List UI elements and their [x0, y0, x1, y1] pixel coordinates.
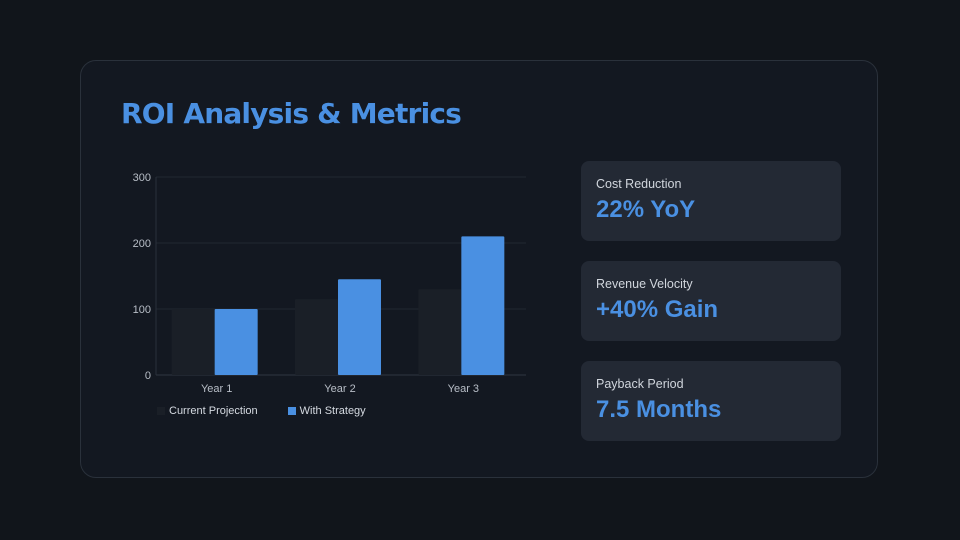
legend-swatch-strategy	[287, 407, 296, 415]
metric-card-cost-reduction: Cost Reduction 22% YoY	[581, 161, 841, 241]
legend-item-strategy: With Strategy	[287, 405, 366, 417]
y-tick-label: 0	[145, 370, 151, 382]
metric-card-revenue-velocity: Revenue Velocity +40% Gain	[581, 261, 841, 341]
bar-with-strategy	[214, 309, 258, 375]
x-tick-label: Year 3	[448, 383, 479, 395]
bar-current-projection	[295, 299, 338, 375]
y-tick-label: 200	[133, 238, 151, 250]
bar-with-strategy	[338, 279, 381, 375]
legend-swatch-current	[157, 407, 165, 415]
legend-label-strategy: With Strategy	[299, 405, 366, 417]
y-tick-label: 300	[133, 172, 151, 184]
metric-label: Cost Reduction	[596, 177, 682, 191]
x-tick-label: Year 2	[324, 383, 355, 395]
metric-label: Payback Period	[596, 377, 684, 391]
metric-value: 22% YoY	[596, 196, 696, 223]
metric-card-payback-period: Payback Period 7.5 Months	[581, 361, 841, 441]
bar-with-strategy	[461, 236, 505, 375]
metric-label: Revenue Velocity	[596, 277, 693, 291]
bar-current-projection	[171, 309, 215, 375]
bar-chart: 0 100 200 300 Year 1 Year 2 Year 3 Current Pro…	[121, 163, 541, 433]
legend-item-current: Current Projection	[157, 405, 258, 417]
chart-legend: Current Projection With Strategy	[157, 405, 396, 417]
legend-label-current: Current Projection	[169, 405, 258, 417]
x-tick-label: Year 1	[201, 383, 232, 395]
bar-current-projection	[418, 289, 462, 375]
y-tick-label: 100	[133, 304, 151, 316]
page-title: ROI Analysis & Metrics	[121, 97, 462, 130]
metric-value: +40% Gain	[596, 296, 719, 323]
bar-chart-svg: 0 100 200 300 Year 1 Year 2 Year 3	[133, 172, 526, 395]
metric-value: 7.5 Months	[596, 396, 722, 423]
roi-card: ROI Analysis & Metrics 0 100 200 300 Year 1 Y…	[80, 60, 878, 478]
